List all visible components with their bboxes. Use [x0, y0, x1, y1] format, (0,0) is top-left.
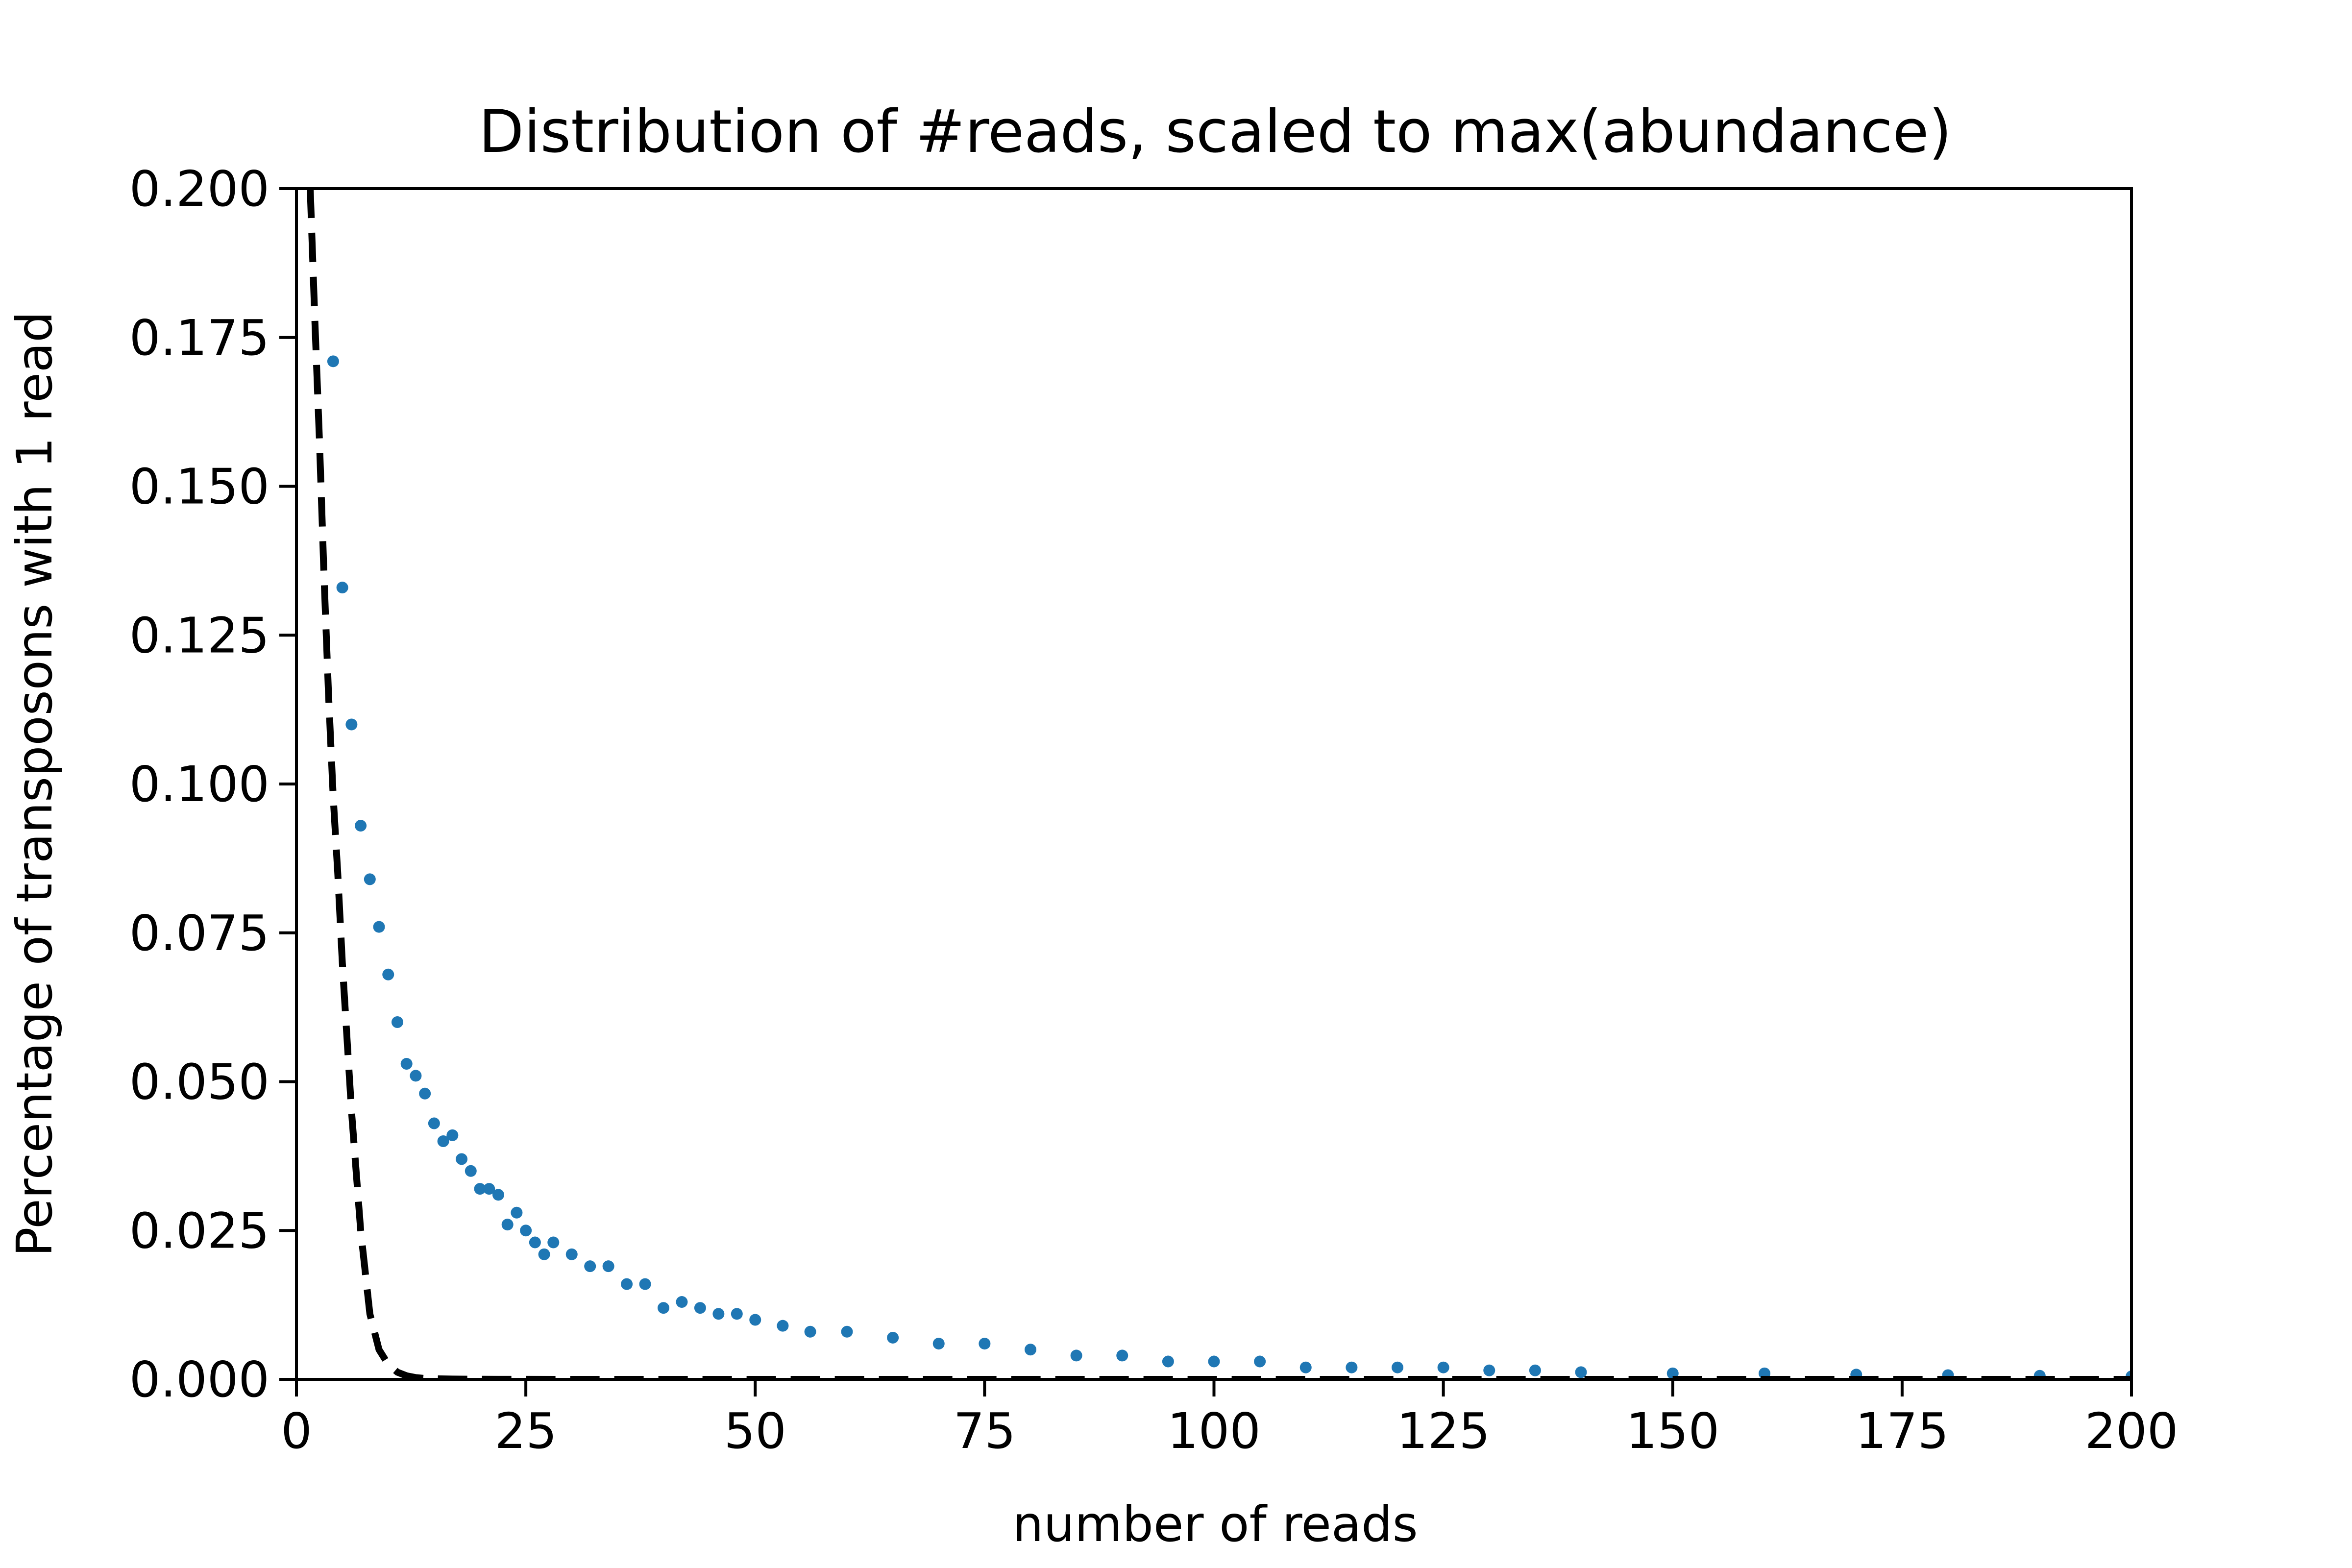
data-point [410, 1070, 422, 1082]
data-point [428, 1117, 440, 1129]
data-point [1208, 1355, 1220, 1368]
y-tick-label: 0.100 [129, 756, 270, 813]
x-tick-label: 150 [1626, 1402, 1719, 1460]
plot-area-frame [295, 187, 2133, 1381]
x-tick-label: 125 [1396, 1402, 1490, 1460]
y-tick-label: 0.075 [129, 905, 270, 962]
x-tick-label: 50 [724, 1402, 786, 1460]
data-point [1116, 1349, 1128, 1362]
data-point [565, 1248, 578, 1260]
data-point [456, 1153, 468, 1165]
data-point [887, 1331, 899, 1344]
y-axis-label: Percentage of transposons with 1 read [6, 311, 63, 1256]
y-tick-label: 0.000 [129, 1351, 270, 1408]
data-point [932, 1338, 945, 1350]
data-point [804, 1325, 816, 1338]
data-point [1254, 1355, 1266, 1368]
data-point [391, 1016, 403, 1028]
data-point [777, 1320, 789, 1332]
fit-curve-line [307, 189, 2132, 1379]
data-point [364, 873, 376, 885]
x-tick-label: 200 [2085, 1402, 2179, 1460]
data-point [355, 820, 367, 832]
data-point [584, 1260, 596, 1273]
data-point [492, 1189, 504, 1201]
y-tick-label: 0.025 [129, 1202, 270, 1259]
x-axis-label: number of reads [1012, 1495, 1418, 1553]
chart-title: Distribution of #reads, scaled to max(ab… [479, 98, 1952, 166]
axis-ticks: 0 25 50 75 100 125 150 175 200 0.000 0.025 0.050 0.0… [129, 160, 2179, 1460]
data-point [1162, 1355, 1174, 1368]
data-point [1346, 1361, 1358, 1373]
data-point [483, 1183, 495, 1195]
data-point [511, 1206, 523, 1219]
data-point [419, 1087, 431, 1100]
data-point [694, 1302, 706, 1314]
data-point [602, 1260, 614, 1273]
y-tick-label: 0.125 [129, 607, 270, 664]
data-point [621, 1278, 633, 1290]
data-point [336, 582, 348, 594]
data-point [731, 1308, 743, 1320]
y-tick-label: 0.175 [129, 309, 270, 367]
y-tick-label: 0.200 [129, 160, 270, 218]
data-point [1483, 1364, 1495, 1376]
y-tick-label: 0.050 [129, 1054, 270, 1111]
x-tick-label: 175 [1855, 1402, 1949, 1460]
data-point [1025, 1344, 1036, 1356]
data-point [639, 1278, 651, 1290]
data-point [465, 1165, 477, 1177]
data-point [437, 1135, 449, 1147]
data-point [676, 1296, 688, 1308]
data-point [979, 1338, 991, 1350]
x-tick-label: 75 [954, 1402, 1016, 1460]
data-point [446, 1129, 459, 1141]
data-point [474, 1183, 486, 1195]
data-point [327, 355, 339, 368]
data-point [547, 1236, 560, 1249]
data-point [1529, 1364, 1541, 1376]
x-tick-label: 0 [281, 1402, 312, 1460]
x-tick-label: 100 [1167, 1402, 1261, 1460]
data-point [658, 1302, 669, 1314]
data-point [529, 1236, 541, 1249]
data-point [841, 1325, 853, 1338]
plot-content [307, 189, 2132, 1379]
data-point [538, 1248, 550, 1260]
x-tick-label: 25 [495, 1402, 557, 1460]
data-point [345, 718, 358, 731]
data-point [1437, 1361, 1449, 1373]
data-point [1070, 1349, 1082, 1362]
data-point [1575, 1366, 1587, 1378]
y-tick-label: 0.150 [129, 458, 270, 515]
data-point [520, 1225, 532, 1237]
data-point [382, 968, 394, 980]
data-point [1299, 1361, 1312, 1373]
data-point [400, 1058, 413, 1070]
data-point [501, 1219, 514, 1231]
data-point [373, 921, 385, 933]
data-point [749, 1314, 761, 1326]
data-point [712, 1308, 725, 1320]
data-point [1392, 1361, 1403, 1373]
